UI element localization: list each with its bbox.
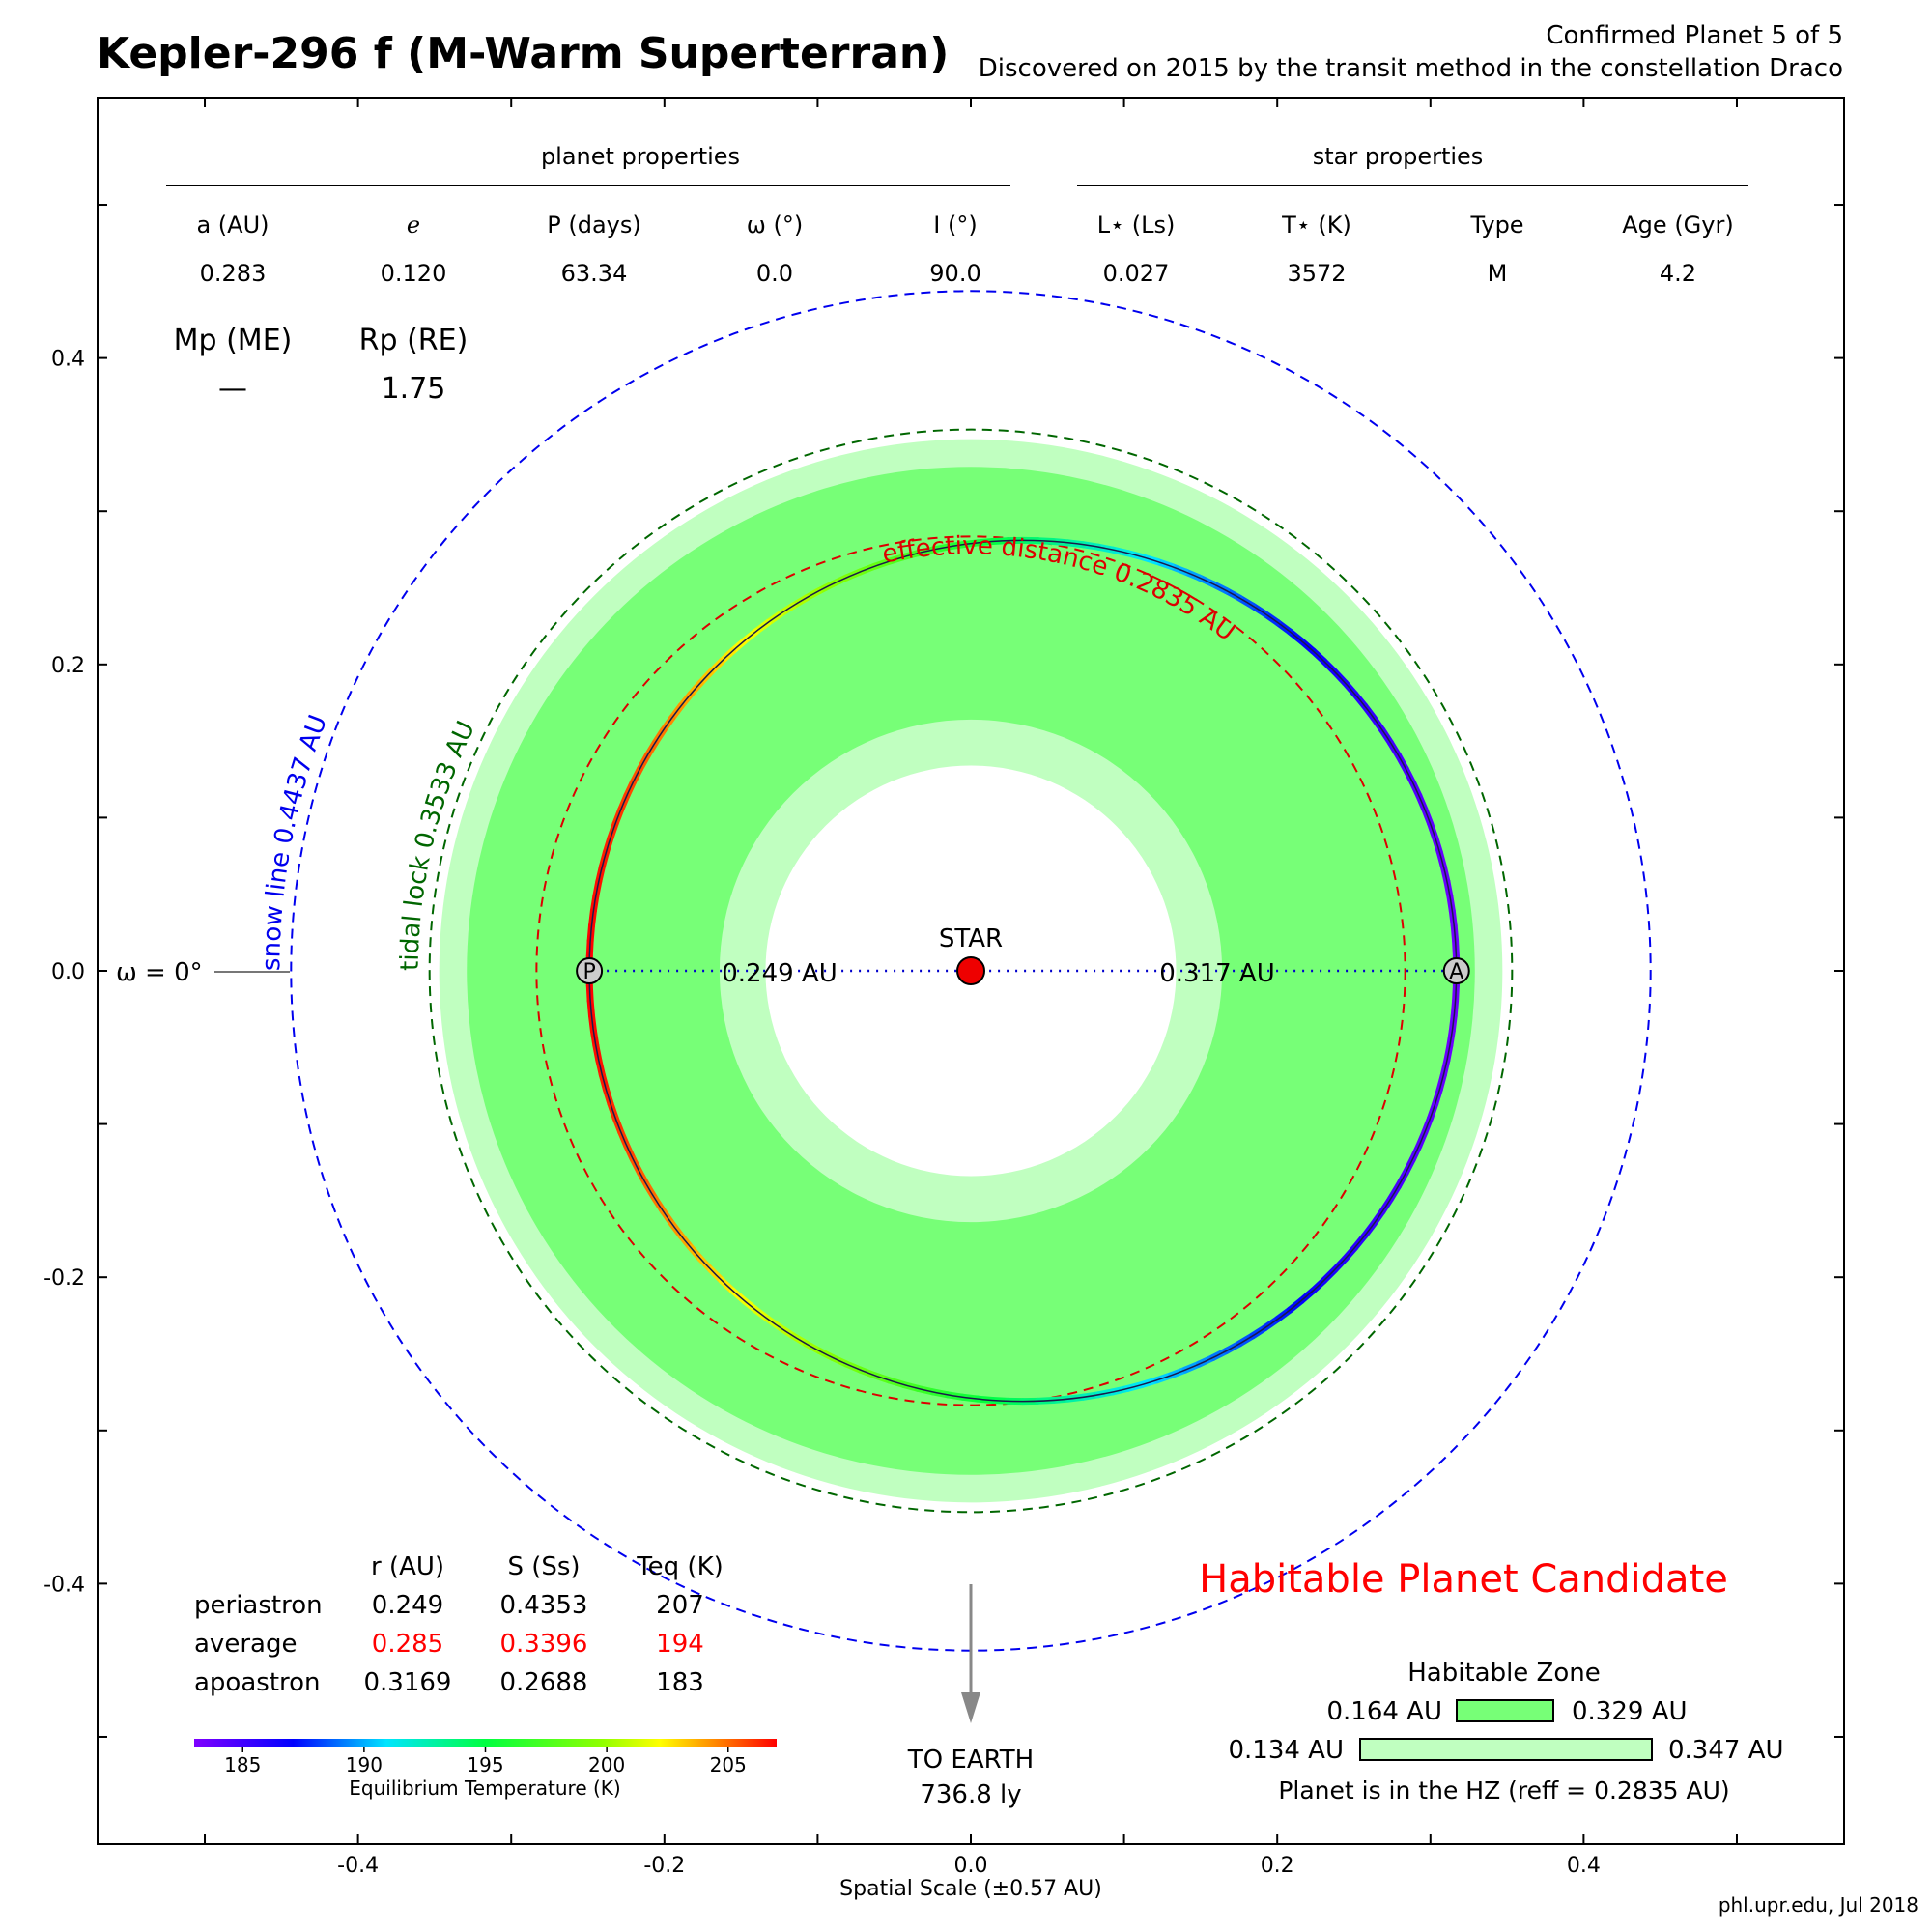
hz-optimistic-bar bbox=[1359, 1738, 1653, 1761]
x-tick-labels: -0.4 -0.2 0.0 0.2 0.4 bbox=[337, 1854, 1601, 1878]
y-tick-labels: 0.4 0.2 0.0 -0.2 -0.4 bbox=[43, 348, 85, 1598]
period-value: 63.34 bbox=[561, 260, 628, 287]
snow-line-label-path: snow line 0.4437 AU bbox=[257, 711, 333, 971]
orbit-row-value: 0.4353 bbox=[500, 1591, 588, 1620]
omega-label: ω (°) bbox=[747, 212, 803, 239]
periastron-marker bbox=[576, 957, 604, 984]
orbit-row-name: average bbox=[194, 1630, 297, 1659]
y-tick-label: -0.4 bbox=[43, 1573, 85, 1597]
apoastron-marker-label: A bbox=[1449, 960, 1463, 984]
orbit-row-value: 0.3169 bbox=[364, 1668, 452, 1697]
x-tick-label: -0.4 bbox=[337, 1854, 379, 1878]
x-tick-label: 0.2 bbox=[1261, 1854, 1294, 1878]
snow-line-label: snow line 0.4437 AU bbox=[257, 711, 333, 971]
mass-value: — bbox=[218, 372, 247, 406]
spectral-type-label: Type bbox=[1469, 212, 1523, 239]
colorbar-label: Equilibrium Temperature (K) bbox=[349, 1776, 620, 1800]
luminosity-value: 0.027 bbox=[1103, 260, 1170, 287]
orbit-row-value: 183 bbox=[656, 1668, 704, 1697]
planet-orbit bbox=[585, 536, 1461, 1406]
orbit-row-value: 0.285 bbox=[372, 1630, 443, 1659]
colorbar-tick-label: 205 bbox=[710, 1753, 747, 1776]
habitable-candidate-label: Habitable Planet Candidate bbox=[1199, 1557, 1728, 1602]
orbit-row-value: 0.249 bbox=[372, 1591, 443, 1620]
y-tick-label: 0.2 bbox=[51, 654, 85, 678]
axis-ticks bbox=[98, 98, 1844, 1844]
periastron-distance: 0.249 AU bbox=[722, 959, 838, 988]
orbit-row-name: apoastron bbox=[194, 1668, 321, 1697]
age-value: 4.2 bbox=[1660, 260, 1696, 287]
spectral-type-value: M bbox=[1488, 260, 1508, 287]
age-label: Age (Gyr) bbox=[1622, 212, 1733, 239]
hz-optimistic-outer: 0.347 AU bbox=[1668, 1736, 1784, 1765]
star-properties-table: L⋆ (Ls) 0.027 T⋆ (K) 3572 Type M Age (Gy… bbox=[1097, 212, 1734, 287]
apsides bbox=[576, 956, 1470, 985]
colorbar-tick-label: 190 bbox=[346, 1753, 383, 1776]
omega-value: 0.0 bbox=[756, 260, 793, 287]
hz-status: Planet is in the HZ (reff = 0.2835 AU) bbox=[1278, 1776, 1729, 1804]
mass-radius-block: Mp (ME) — Rp (RE) 1.75 bbox=[174, 324, 469, 406]
x-tick-label: -0.2 bbox=[643, 1854, 685, 1878]
y-tick-label: -0.2 bbox=[43, 1266, 85, 1291]
effective-distance-circle bbox=[535, 535, 1406, 1406]
orbit-table: r (AU) S (Ss) Teq (K) periastron 0.249 0… bbox=[194, 1552, 724, 1697]
y-tick-label: 0.0 bbox=[51, 960, 85, 984]
orbit-row-name: periastron bbox=[194, 1591, 323, 1620]
star-properties-heading: star properties bbox=[1313, 143, 1484, 170]
orbit-table-header: Teq (K) bbox=[636, 1552, 724, 1581]
temperature-label: T⋆ (K) bbox=[1281, 212, 1351, 239]
hz-optimistic-inner: 0.134 AU bbox=[1228, 1736, 1344, 1765]
tidal-lock-circle bbox=[428, 428, 1514, 1514]
star-marker bbox=[956, 956, 985, 985]
radius-label: Rp (RE) bbox=[359, 324, 469, 357]
orbit-table-header: r (AU) bbox=[371, 1552, 444, 1581]
discovery-info: Discovered on 2015 by the transit method… bbox=[978, 54, 1843, 83]
apoastron-marker bbox=[1442, 957, 1470, 984]
earth-distance: 736.8 ly bbox=[920, 1780, 1021, 1809]
orbit-row-value: 207 bbox=[656, 1591, 704, 1620]
to-earth-label: TO EARTH bbox=[907, 1746, 1034, 1775]
hz-conservative-outer: 0.329 AU bbox=[1572, 1697, 1688, 1726]
y-tick-label: 0.4 bbox=[51, 348, 85, 372]
period-label: P (days) bbox=[547, 212, 640, 239]
colorbar-ticks: 185 190 195 200 205 bbox=[224, 1747, 747, 1776]
orbit-table-header: S (Ss) bbox=[507, 1552, 580, 1581]
orbit-row-value: 0.3396 bbox=[500, 1630, 588, 1659]
x-tick-label: 0.4 bbox=[1567, 1854, 1601, 1878]
colorbar-tick-label: 200 bbox=[588, 1753, 625, 1776]
credit: phl.upr.edu, Jul 2018 bbox=[1718, 1893, 1918, 1917]
orbit-row-value: 0.2688 bbox=[500, 1668, 588, 1697]
hz-conservative-bar bbox=[1456, 1699, 1554, 1722]
hz-conservative-inner: 0.164 AU bbox=[1326, 1697, 1442, 1726]
confirmed-planet-count: Confirmed Planet 5 of 5 bbox=[1546, 21, 1843, 50]
planet-properties-heading: planet properties bbox=[541, 143, 740, 170]
mass-label: Mp (ME) bbox=[174, 324, 293, 357]
eccentricity-label: e bbox=[407, 212, 420, 239]
semi-major-axis-value: 0.283 bbox=[200, 260, 267, 287]
colorbar-tick-label: 185 bbox=[224, 1753, 261, 1776]
eccentricity-value: 0.120 bbox=[381, 260, 447, 287]
apoastron-distance: 0.317 AU bbox=[1159, 959, 1275, 988]
periastron-marker-label: P bbox=[582, 960, 595, 984]
inclination-value: 90.0 bbox=[929, 260, 980, 287]
earth-arrow-head bbox=[961, 1692, 980, 1723]
temperature-value: 3572 bbox=[1287, 260, 1346, 287]
x-axis-label: Spatial Scale (±0.57 AU) bbox=[839, 1877, 1102, 1901]
colorbar-tick-label: 195 bbox=[467, 1753, 503, 1776]
hz-heading: Habitable Zone bbox=[1407, 1659, 1601, 1688]
planet-properties-table: a (AU) 0.283 e 0.120 P (days) 63.34 ω (°… bbox=[196, 212, 980, 287]
colorbar bbox=[194, 1739, 777, 1747]
inclination-label: I (°) bbox=[933, 212, 977, 239]
omega-marker-label: ω = 0° bbox=[116, 958, 203, 987]
star-label: STAR bbox=[939, 924, 1003, 953]
luminosity-label: L⋆ (Ls) bbox=[1097, 212, 1176, 239]
orbit-row-value: 194 bbox=[656, 1630, 704, 1659]
semi-major-axis-label: a (AU) bbox=[196, 212, 269, 239]
radius-value: 1.75 bbox=[382, 372, 446, 406]
page-title: Kepler-296 f (M-Warm Superterran) bbox=[97, 29, 950, 78]
x-tick-label: 0.0 bbox=[954, 1854, 988, 1878]
